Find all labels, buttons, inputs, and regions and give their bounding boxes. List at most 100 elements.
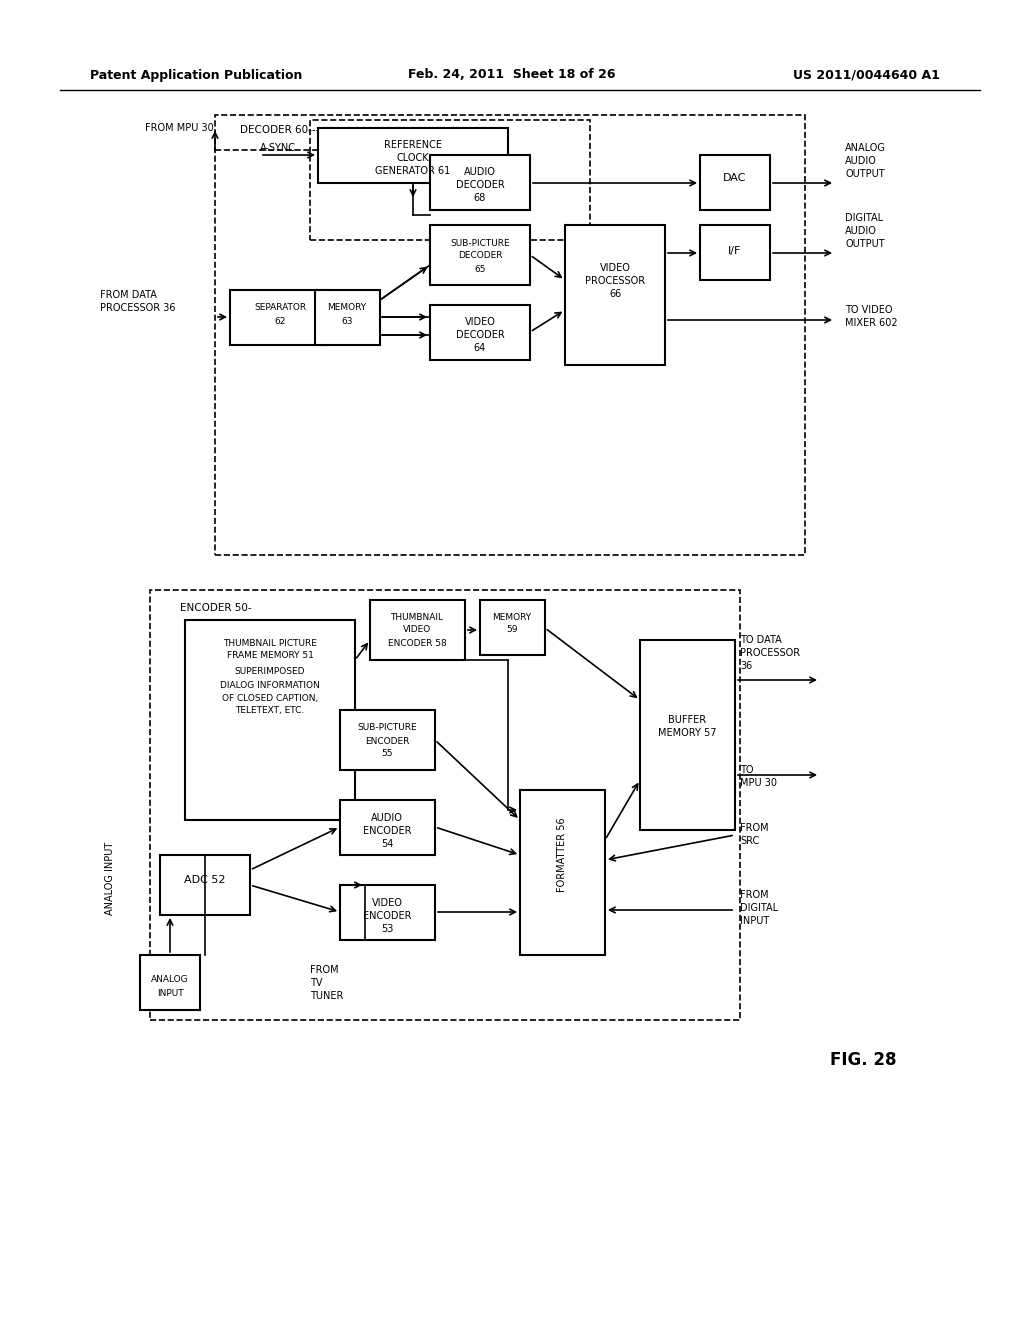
Text: ENCODER: ENCODER <box>362 911 412 921</box>
Text: VIDEO: VIDEO <box>402 626 431 635</box>
Text: PROCESSOR: PROCESSOR <box>585 276 645 286</box>
Text: FROM MPU 30: FROM MPU 30 <box>145 123 214 133</box>
Bar <box>310 120 590 240</box>
Text: 63: 63 <box>341 317 352 326</box>
Text: TO: TO <box>740 766 754 775</box>
Text: FROM: FROM <box>740 890 769 900</box>
Text: DAC: DAC <box>723 173 746 183</box>
Text: DIGITAL: DIGITAL <box>740 903 778 913</box>
Bar <box>430 305 530 360</box>
Text: TV: TV <box>310 978 323 987</box>
Bar <box>520 789 605 954</box>
Text: OUTPUT: OUTPUT <box>845 169 885 180</box>
Text: DIALOG INFORMATION: DIALOG INFORMATION <box>220 681 319 689</box>
Text: DIGITAL: DIGITAL <box>845 213 883 223</box>
Text: VIDEO: VIDEO <box>600 263 631 273</box>
Text: AUDIO: AUDIO <box>845 156 877 166</box>
Text: Feb. 24, 2011  Sheet 18 of 26: Feb. 24, 2011 Sheet 18 of 26 <box>409 69 615 82</box>
Text: TUNER: TUNER <box>310 991 343 1001</box>
Bar <box>140 954 200 1010</box>
Bar <box>700 154 770 210</box>
Text: MEMORY: MEMORY <box>328 304 367 313</box>
Bar <box>640 640 735 830</box>
Bar <box>315 290 380 345</box>
Text: AUDIO: AUDIO <box>845 226 877 236</box>
Bar <box>160 855 250 915</box>
Text: SUPERIMPOSED: SUPERIMPOSED <box>234 668 305 676</box>
Text: DECODER: DECODER <box>458 252 502 260</box>
Text: OUTPUT: OUTPUT <box>845 239 885 249</box>
Text: US 2011/0044640 A1: US 2011/0044640 A1 <box>794 69 940 82</box>
Bar <box>480 601 545 655</box>
Bar <box>430 224 530 285</box>
Bar <box>150 590 740 1020</box>
Text: MPU 30: MPU 30 <box>740 777 777 788</box>
Text: 55: 55 <box>381 750 393 759</box>
Text: 66: 66 <box>609 289 622 300</box>
Text: THUMBNAIL PICTURE: THUMBNAIL PICTURE <box>223 639 317 648</box>
Text: TO VIDEO: TO VIDEO <box>845 305 893 315</box>
Text: TO DATA: TO DATA <box>740 635 781 645</box>
Text: FRAME MEMORY 51: FRAME MEMORY 51 <box>226 652 313 660</box>
Text: AUDIO: AUDIO <box>371 813 402 822</box>
Text: FORMATTER 56: FORMATTER 56 <box>557 817 567 892</box>
Text: PROCESSOR 36: PROCESSOR 36 <box>100 304 175 313</box>
Text: GENERATOR 61: GENERATOR 61 <box>376 166 451 176</box>
Text: MIXER 602: MIXER 602 <box>845 318 898 327</box>
Text: 64: 64 <box>474 343 486 352</box>
Text: FROM DATA: FROM DATA <box>100 290 157 300</box>
Text: PROCESSOR: PROCESSOR <box>740 648 800 657</box>
Text: Patent Application Publication: Patent Application Publication <box>90 69 302 82</box>
Text: AUDIO: AUDIO <box>464 168 496 177</box>
Bar <box>430 154 530 210</box>
Text: ADC 52: ADC 52 <box>184 875 225 884</box>
Text: SEPARATOR: SEPARATOR <box>254 304 306 313</box>
Text: 36: 36 <box>740 661 753 671</box>
Bar <box>340 800 435 855</box>
Text: ANALOG INPUT: ANALOG INPUT <box>105 841 115 915</box>
Text: DECODER: DECODER <box>456 330 505 341</box>
Text: ANALOG: ANALOG <box>845 143 886 153</box>
Text: ENCODER: ENCODER <box>365 737 410 746</box>
Bar <box>230 290 330 345</box>
Text: SUB-PICTURE: SUB-PICTURE <box>451 239 510 248</box>
Bar <box>370 601 465 660</box>
Text: REFERENCE: REFERENCE <box>384 140 442 150</box>
Text: SRC: SRC <box>740 836 759 846</box>
Bar <box>318 128 508 183</box>
Text: A-SYNC: A-SYNC <box>260 143 296 153</box>
Text: 68: 68 <box>474 193 486 203</box>
Text: 53: 53 <box>381 924 393 935</box>
Text: ENCODER 58: ENCODER 58 <box>388 639 446 648</box>
Text: ANALOG: ANALOG <box>152 975 188 985</box>
Text: FIG. 28: FIG. 28 <box>830 1051 896 1069</box>
Text: 59: 59 <box>506 626 518 635</box>
Text: ENCODER: ENCODER <box>362 826 412 836</box>
Text: MEMORY 57: MEMORY 57 <box>657 729 716 738</box>
Text: DECODER: DECODER <box>456 180 505 190</box>
Bar <box>565 224 665 366</box>
Text: 65: 65 <box>474 264 485 273</box>
Text: VIDEO: VIDEO <box>465 317 496 327</box>
Bar <box>700 224 770 280</box>
Text: FROM: FROM <box>740 822 769 833</box>
Bar <box>340 710 435 770</box>
Text: VIDEO: VIDEO <box>372 898 402 908</box>
Bar <box>215 115 805 554</box>
Text: FROM: FROM <box>310 965 339 975</box>
Text: 62: 62 <box>274 317 286 326</box>
Text: INPUT: INPUT <box>740 916 769 927</box>
Text: BUFFER: BUFFER <box>668 715 707 725</box>
Text: DECODER 60---: DECODER 60--- <box>240 125 319 135</box>
Bar <box>185 620 355 820</box>
Text: TELETEXT, ETC.: TELETEXT, ETC. <box>236 706 304 715</box>
Text: I/F: I/F <box>728 246 741 256</box>
Text: 54: 54 <box>381 840 393 849</box>
Text: INPUT: INPUT <box>157 989 183 998</box>
Text: SUB-PICTURE: SUB-PICTURE <box>357 723 417 733</box>
Text: ENCODER 50-: ENCODER 50- <box>180 603 252 612</box>
Text: MEMORY: MEMORY <box>493 612 531 622</box>
Text: THUMBNAIL: THUMBNAIL <box>390 612 443 622</box>
Bar <box>340 884 435 940</box>
Text: OF CLOSED CAPTION,: OF CLOSED CAPTION, <box>222 693 318 702</box>
